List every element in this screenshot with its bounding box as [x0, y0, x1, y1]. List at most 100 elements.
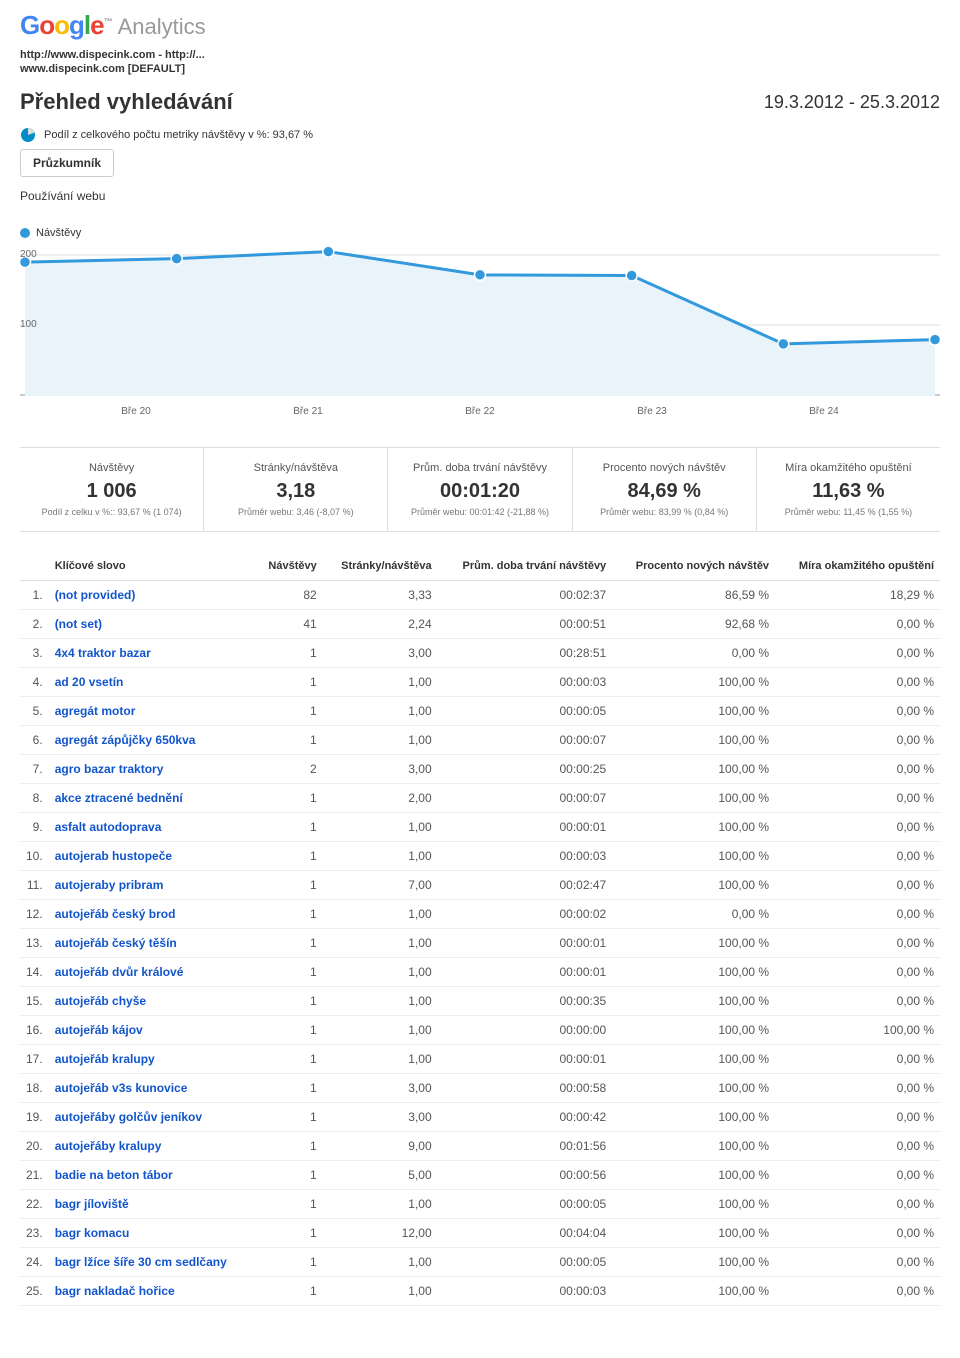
row-index: 13. — [20, 929, 49, 958]
keyword-link[interactable]: bagr jíloviště — [55, 1197, 129, 1211]
visits-cell: 1 — [255, 1074, 323, 1103]
table-row: 24. bagr lžíce šíře 30 cm sedlčany 1 1,0… — [20, 1248, 940, 1277]
pages-cell: 3,00 — [323, 755, 438, 784]
site-url: http://www.dispecink.com - http://... — [20, 49, 940, 61]
duration-cell: 00:00:01 — [438, 958, 613, 987]
keyword-link[interactable]: 4x4 traktor bazar — [55, 646, 151, 660]
th-keyword[interactable]: Klíčové slovo — [49, 552, 255, 581]
visits-cell: 1 — [255, 639, 323, 668]
line-chart: 200 100 — [20, 241, 940, 396]
keyword-link[interactable]: autojerab hustopeče — [55, 849, 172, 863]
pages-cell: 3,00 — [323, 639, 438, 668]
pages-cell: 1,00 — [323, 842, 438, 871]
keyword-cell: autojeřáb kralupy — [49, 1045, 255, 1074]
keyword-link[interactable]: bagr lžíce šíře 30 cm sedlčany — [55, 1255, 227, 1269]
bounce-cell: 0,00 % — [775, 987, 940, 1016]
row-index: 14. — [20, 958, 49, 987]
pie-text: Podíl z celkového počtu metriky návštěvy… — [44, 129, 313, 141]
keyword-link[interactable]: ad 20 vsetín — [55, 675, 124, 689]
keyword-link[interactable]: autojeřáb český těšín — [55, 936, 177, 950]
newpct-cell: 100,00 % — [612, 813, 775, 842]
duration-cell: 00:00:07 — [438, 784, 613, 813]
th-visits[interactable]: Návštěvy — [255, 552, 323, 581]
pages-cell: 9,00 — [323, 1132, 438, 1161]
table-row: 11. autojeraby pribram 1 7,00 00:02:47 1… — [20, 871, 940, 900]
keyword-link[interactable]: autojeřáb dvůr králové — [55, 965, 184, 979]
keyword-cell: autojerab hustopeče — [49, 842, 255, 871]
newpct-cell: 100,00 % — [612, 1103, 775, 1132]
visits-cell: 1 — [255, 1219, 323, 1248]
table-row: 19. autojeřáby golčův jeníkov 1 3,00 00:… — [20, 1103, 940, 1132]
visits-cell: 1 — [255, 1161, 323, 1190]
th-newpct[interactable]: Procento nových návštěv — [612, 552, 775, 581]
keyword-link[interactable]: (not provided) — [55, 588, 136, 602]
bounce-cell: 100,00 % — [775, 1016, 940, 1045]
newpct-cell: 100,00 % — [612, 726, 775, 755]
newpct-cell: 86,59 % — [612, 581, 775, 610]
legend-dot-icon — [20, 228, 30, 238]
pages-cell: 1,00 — [323, 668, 438, 697]
keyword-link[interactable]: bagr komacu — [55, 1226, 130, 1240]
keyword-cell: autojeřáb v3s kunovice — [49, 1074, 255, 1103]
newpct-cell: 100,00 % — [612, 668, 775, 697]
newpct-cell: 100,00 % — [612, 1074, 775, 1103]
visits-cell: 1 — [255, 987, 323, 1016]
th-duration[interactable]: Prům. doba trvání návštěvy — [438, 552, 613, 581]
keyword-link[interactable]: agregát zápůjčky 650kva — [55, 733, 196, 747]
keyword-link[interactable]: agro bazar traktory — [55, 762, 164, 776]
row-index: 18. — [20, 1074, 49, 1103]
duration-cell: 00:00:01 — [438, 1045, 613, 1074]
table-row: 15. autojeřáb chyše 1 1,00 00:00:35 100,… — [20, 987, 940, 1016]
metric-value: 11,63 % — [765, 480, 932, 503]
table-row: 14. autojeřáb dvůr králové 1 1,00 00:00:… — [20, 958, 940, 987]
metric-value: 3,18 — [212, 480, 379, 503]
table-row: 18. autojeřáb v3s kunovice 1 3,00 00:00:… — [20, 1074, 940, 1103]
x-label: Bře 21 — [222, 406, 394, 417]
duration-cell: 00:28:51 — [438, 639, 613, 668]
metric-box: Procento nových návštěv 84,69 % Průměr w… — [573, 448, 757, 531]
keyword-link[interactable]: autojeřáb český brod — [55, 907, 176, 921]
table-row: 8. akce ztracené bednění 1 2,00 00:00:07… — [20, 784, 940, 813]
bounce-cell: 0,00 % — [775, 1161, 940, 1190]
tab-explorer[interactable]: Průzkumník — [20, 149, 114, 177]
keyword-link[interactable]: autojeřáb kájov — [55, 1023, 143, 1037]
visits-cell: 1 — [255, 1016, 323, 1045]
keyword-link[interactable]: autojeřáb chyše — [55, 994, 146, 1008]
pages-cell: 3,00 — [323, 1103, 438, 1132]
metrics-row: Návštěvy 1 006 Podíl z celku v %:: 93,67… — [20, 447, 940, 532]
duration-cell: 00:04:04 — [438, 1219, 613, 1248]
keyword-link[interactable]: autojeřáby golčův jeníkov — [55, 1110, 202, 1124]
bounce-cell: 0,00 % — [775, 842, 940, 871]
keyword-link[interactable]: badie na beton tábor — [55, 1168, 173, 1182]
keyword-link[interactable]: (not set) — [55, 617, 102, 631]
sub-tab-usage[interactable]: Používání webu — [20, 189, 940, 203]
metric-sub: Podíl z celku v %:: 93,67 % (1 074) — [28, 507, 195, 517]
metric-box: Míra okamžitého opuštění 11,63 % Průměr … — [757, 448, 940, 531]
keyword-link[interactable]: asfalt autodoprava — [55, 820, 162, 834]
newpct-cell: 100,00 % — [612, 871, 775, 900]
metric-box: Prům. doba trvání návštěvy 00:01:20 Prům… — [388, 448, 572, 531]
duration-cell: 00:00:25 — [438, 755, 613, 784]
table-row: 21. badie na beton tábor 1 5,00 00:00:56… — [20, 1161, 940, 1190]
table-row: 5. agregát motor 1 1,00 00:00:05 100,00 … — [20, 697, 940, 726]
keyword-link[interactable]: autojeraby pribram — [55, 878, 164, 892]
duration-cell: 00:00:01 — [438, 929, 613, 958]
keyword-link[interactable]: autojeřáb v3s kunovice — [55, 1081, 188, 1095]
keyword-link[interactable]: autojeřáb kralupy — [55, 1052, 155, 1066]
th-pages[interactable]: Stránky/návštěva — [323, 552, 438, 581]
keyword-link[interactable]: akce ztracené bednění — [55, 791, 183, 805]
visits-cell: 1 — [255, 1190, 323, 1219]
metric-label: Míra okamžitého opuštění — [765, 462, 932, 474]
row-index: 25. — [20, 1277, 49, 1306]
newpct-cell: 100,00 % — [612, 1219, 775, 1248]
page-title: Přehled vyhledávání — [20, 89, 233, 115]
bounce-cell: 0,00 % — [775, 755, 940, 784]
keyword-link[interactable]: agregát motor — [55, 704, 136, 718]
keyword-link[interactable]: autojeřáby kralupy — [55, 1139, 162, 1153]
visits-cell: 1 — [255, 813, 323, 842]
metric-box: Návštěvy 1 006 Podíl z celku v %:: 93,67… — [20, 448, 204, 531]
visits-cell: 1 — [255, 784, 323, 813]
metric-sub: Průměr webu: 00:01:42 (-21,88 %) — [396, 507, 563, 517]
keyword-link[interactable]: bagr nakladač hořice — [55, 1284, 175, 1298]
th-bounce[interactable]: Míra okamžitého opuštění — [775, 552, 940, 581]
